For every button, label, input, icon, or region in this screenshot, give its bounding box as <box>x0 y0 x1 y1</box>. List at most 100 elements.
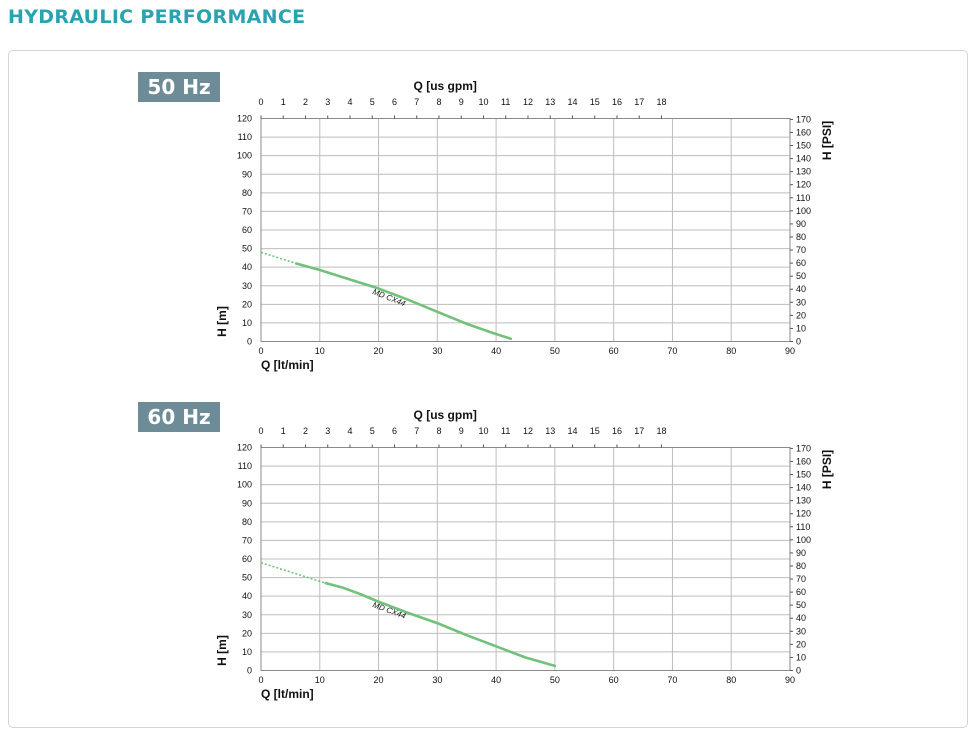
right-tick-label: 120 <box>796 180 811 190</box>
left-tick-label: 110 <box>238 132 252 142</box>
top-tick-label: 8 <box>436 426 441 436</box>
right-tick-label: 90 <box>796 219 806 229</box>
left-axis-title: H [m] <box>215 306 229 337</box>
right-tick-label: 130 <box>796 167 811 177</box>
right-tick-label: 20 <box>796 310 806 320</box>
top-tick-label: 10 <box>478 426 488 436</box>
bottom-axis-title: Q [lt/min] <box>261 358 314 372</box>
right-tick-label: 60 <box>796 587 806 597</box>
bottom-tick-label: 70 <box>667 346 677 356</box>
top-tick-label: 10 <box>478 97 488 107</box>
bottom-tick-label: 90 <box>785 675 795 685</box>
bottom-tick-label: 80 <box>726 346 736 356</box>
top-tick-label: 8 <box>436 97 441 107</box>
top-tick-label: 15 <box>590 97 600 107</box>
left-tick-label: 40 <box>242 262 252 272</box>
top-tick-label: 6 <box>392 97 397 107</box>
performance-curve <box>324 581 557 668</box>
left-tick-label: 40 <box>242 591 252 601</box>
left-tick-label: 60 <box>242 554 252 564</box>
top-tick-label: 18 <box>656 426 666 436</box>
top-tick-label: 2 <box>303 97 308 107</box>
top-tick-label: 3 <box>325 97 330 107</box>
top-tick-label: 18 <box>656 97 666 107</box>
right-tick-label: 110 <box>796 522 810 532</box>
right-tick-label: 120 <box>796 509 811 519</box>
left-tick-label: 70 <box>242 206 252 216</box>
left-tick-label: 0 <box>247 666 252 676</box>
left-tick-label: 100 <box>237 480 252 490</box>
top-tick-label: 5 <box>370 426 375 436</box>
right-tick-label: 10 <box>796 323 806 333</box>
right-tick-label: 100 <box>796 535 811 545</box>
bottom-tick-label: 60 <box>609 675 619 685</box>
right-tick-label: 50 <box>796 271 806 281</box>
right-tick-label: 50 <box>796 600 806 610</box>
left-tick-label: 20 <box>242 628 252 638</box>
top-tick-label: 9 <box>459 426 464 436</box>
right-tick-label: 170 <box>796 114 811 124</box>
left-tick-label: 10 <box>242 647 252 657</box>
plot-frame <box>260 447 791 671</box>
top-tick-label: 4 <box>347 426 352 436</box>
right-tick-label: 160 <box>796 127 811 137</box>
top-tick-label: 1 <box>281 97 286 107</box>
top-axis-title: Q [us gpm] <box>414 79 477 93</box>
right-tick-label: 40 <box>796 284 806 294</box>
left-tick-label: 80 <box>242 517 252 527</box>
top-tick-label: 5 <box>370 97 375 107</box>
left-tick-label: 50 <box>242 573 252 583</box>
bottom-tick-label: 30 <box>432 346 442 356</box>
page-title: HYDRAULIC PERFORMANCE <box>8 6 306 28</box>
right-tick-label: 0 <box>796 337 801 347</box>
left-tick-label: 90 <box>242 169 252 179</box>
right-tick-label: 140 <box>796 154 811 164</box>
top-tick-label: 3 <box>325 426 330 436</box>
right-tick-label: 70 <box>796 245 806 255</box>
right-tick-label: 40 <box>796 613 806 623</box>
top-tick-label: 17 <box>634 97 644 107</box>
top-tick-label: 7 <box>414 97 419 107</box>
right-tick-label: 20 <box>796 639 806 649</box>
right-tick-label: 70 <box>796 574 806 584</box>
top-tick-label: 15 <box>590 426 600 436</box>
performance-curve <box>294 262 513 341</box>
left-axis-title: H [m] <box>215 635 229 666</box>
right-tick-label: 80 <box>796 232 806 242</box>
bottom-tick-label: 0 <box>258 675 263 685</box>
top-tick-label: 12 <box>523 426 533 436</box>
right-tick-label: 130 <box>796 496 811 506</box>
bottom-tick-label: 70 <box>667 675 677 685</box>
right-tick-label: 150 <box>796 470 811 480</box>
bottom-tick-label: 30 <box>432 675 442 685</box>
right-tick-label: 0 <box>796 666 801 676</box>
top-tick-label: 6 <box>392 426 397 436</box>
bottom-tick-label: 40 <box>491 346 501 356</box>
right-tick-label: 110 <box>796 193 810 203</box>
right-tick-label: 90 <box>796 548 806 558</box>
top-tick-label: 0 <box>258 97 263 107</box>
right-tick-label: 100 <box>796 206 811 216</box>
left-tick-label: 50 <box>242 244 252 254</box>
top-tick-label: 16 <box>612 426 622 436</box>
bottom-tick-label: 20 <box>374 346 384 356</box>
right-tick-label: 30 <box>796 297 806 307</box>
plot-frame <box>260 118 791 342</box>
left-tick-label: 30 <box>242 281 252 291</box>
bottom-tick-label: 90 <box>785 346 795 356</box>
right-tick-label: 60 <box>796 258 806 268</box>
top-tick-label: 16 <box>612 97 622 107</box>
top-tick-label: 11 <box>501 97 510 107</box>
left-tick-label: 80 <box>242 188 252 198</box>
left-tick-label: 110 <box>238 461 252 471</box>
top-tick-label: 11 <box>501 426 510 436</box>
top-tick-label: 14 <box>567 426 577 436</box>
left-tick-label: 90 <box>242 498 252 508</box>
top-tick-label: 13 <box>545 426 555 436</box>
left-tick-label: 0 <box>247 337 252 347</box>
top-tick-label: 1 <box>281 426 286 436</box>
top-tick-label: 0 <box>258 426 263 436</box>
left-tick-label: 30 <box>242 610 252 620</box>
